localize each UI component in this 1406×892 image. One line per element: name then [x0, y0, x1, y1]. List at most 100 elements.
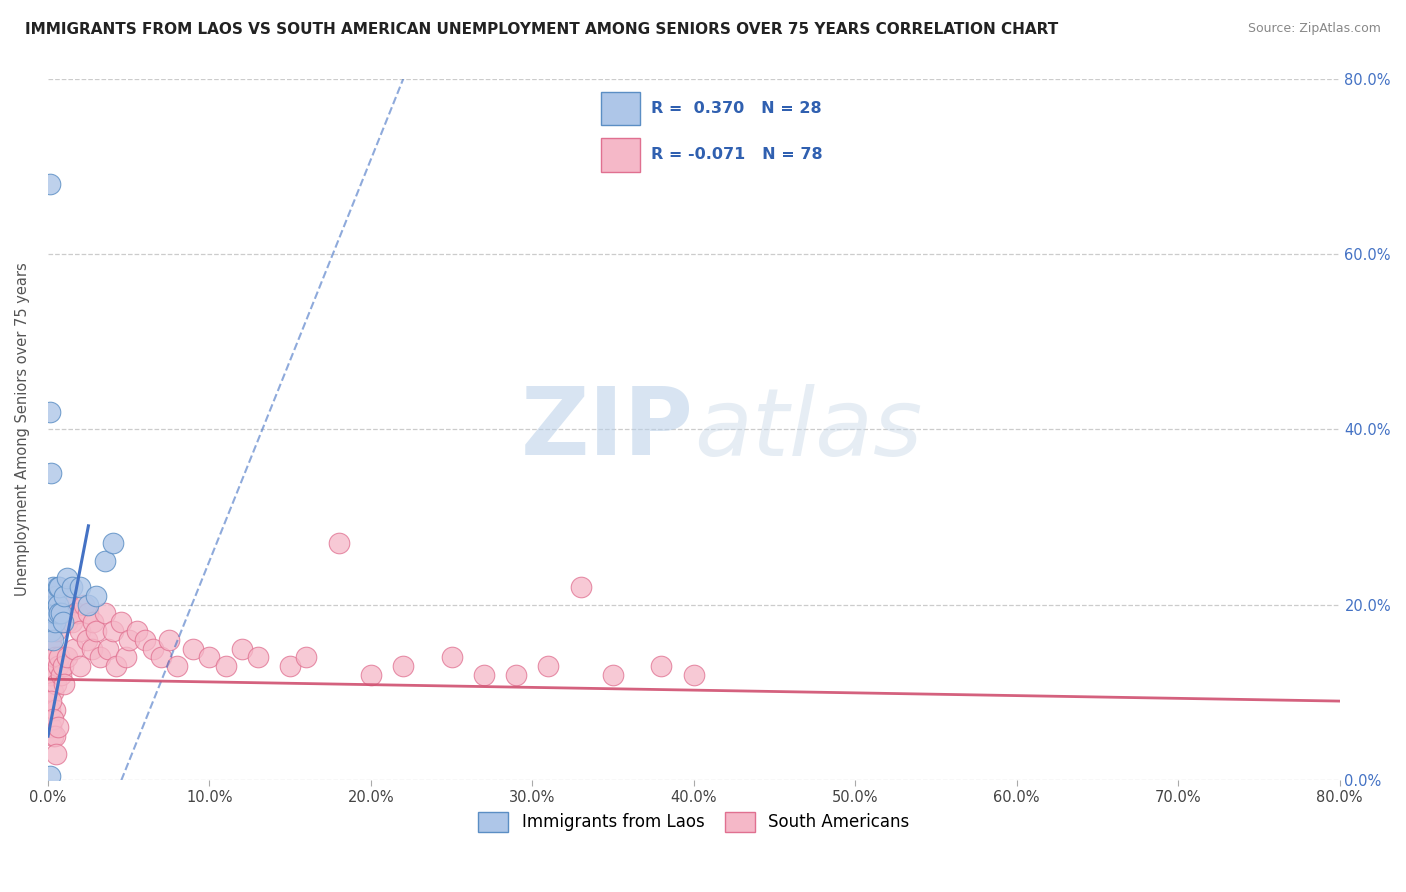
Point [650, 659, 672, 673]
Bar [602, 92, 640, 126]
Point [39, 694, 62, 708]
Point [69, 624, 91, 638]
Point [39, 467, 62, 481]
Point [80, 641, 103, 656]
Point [44, 615, 66, 630]
Point [183, 641, 205, 656]
Text: R =  0.370   N = 28: R = 0.370 N = 28 [651, 101, 821, 116]
Point [42, 641, 65, 656]
Point [97, 641, 120, 656]
Point [48, 650, 70, 665]
Point [42, 685, 65, 699]
Point [86, 624, 108, 638]
Point [537, 659, 560, 673]
Point [125, 624, 148, 638]
Point [42, 729, 65, 743]
Point [246, 650, 269, 665]
Text: IMMIGRANTS FROM LAOS VS SOUTH AMERICAN UNEMPLOYMENT AMONG SENIORS OVER 75 YEARS : IMMIGRANTS FROM LAOS VS SOUTH AMERICAN U… [25, 22, 1059, 37]
Point [56, 571, 79, 585]
Point [46, 598, 69, 612]
Point [63, 641, 86, 656]
Point [48, 607, 70, 621]
Point [45, 589, 67, 603]
Point [72, 598, 94, 612]
Point [42, 607, 65, 621]
Point [45, 676, 67, 690]
Point [569, 580, 592, 594]
Point [42, 607, 65, 621]
Point [602, 668, 624, 682]
Point [682, 668, 704, 682]
Point [66, 607, 89, 621]
Point [39, 598, 62, 612]
Text: ZIP: ZIP [520, 384, 693, 475]
Point [38, 768, 60, 782]
Point [89, 650, 111, 665]
Point [46, 720, 69, 734]
Point [39, 668, 62, 682]
Point [505, 668, 527, 682]
Point [101, 624, 124, 638]
Point [58, 598, 80, 612]
Point [49, 615, 72, 630]
Point [42, 580, 65, 594]
Point [39, 720, 62, 734]
Point [38, 405, 60, 419]
Point [150, 650, 173, 665]
Point [42, 712, 65, 726]
Point [360, 668, 382, 682]
Point [52, 659, 75, 673]
Point [231, 641, 253, 656]
Point [77, 607, 100, 621]
Point [42, 632, 65, 647]
Text: R = -0.071   N = 78: R = -0.071 N = 78 [651, 147, 823, 162]
Point [39, 598, 62, 612]
Point [44, 650, 66, 665]
Point [56, 615, 79, 630]
Point [39, 615, 62, 630]
Point [39, 632, 62, 647]
Point [44, 729, 66, 743]
Text: Source: ZipAtlas.com: Source: ZipAtlas.com [1247, 22, 1381, 36]
Point [46, 659, 69, 673]
Point [53, 607, 76, 621]
Point [328, 536, 350, 550]
Point [52, 598, 75, 612]
Point [157, 632, 180, 647]
Point [278, 659, 301, 673]
Point [48, 580, 70, 594]
Point [45, 747, 67, 761]
Point [76, 632, 98, 647]
Point [49, 607, 72, 621]
Point [134, 632, 156, 647]
Point [77, 598, 100, 612]
Point [392, 659, 415, 673]
Bar [602, 137, 640, 171]
Point [49, 668, 72, 682]
Point [69, 659, 91, 673]
Point [38, 703, 60, 717]
Point [44, 615, 66, 630]
Point [45, 589, 67, 603]
Point [142, 641, 165, 656]
Point [295, 650, 318, 665]
Point [118, 632, 141, 647]
Point [53, 589, 76, 603]
Point [60, 615, 83, 630]
Point [44, 703, 66, 717]
Point [69, 580, 91, 594]
Y-axis label: Unemployment Among Seniors over 75 years: Unemployment Among Seniors over 75 years [15, 262, 30, 597]
Point [53, 676, 76, 690]
Point [93, 607, 115, 621]
Legend: Immigrants from Laos, South Americans: Immigrants from Laos, South Americans [472, 805, 915, 838]
Point [44, 598, 66, 612]
Point [38, 624, 60, 638]
Point [56, 650, 79, 665]
Point [45, 624, 67, 638]
Point [60, 580, 83, 594]
Point [38, 177, 60, 191]
Point [82, 615, 104, 630]
Point [86, 589, 108, 603]
Point [104, 659, 127, 673]
Point [38, 668, 60, 682]
